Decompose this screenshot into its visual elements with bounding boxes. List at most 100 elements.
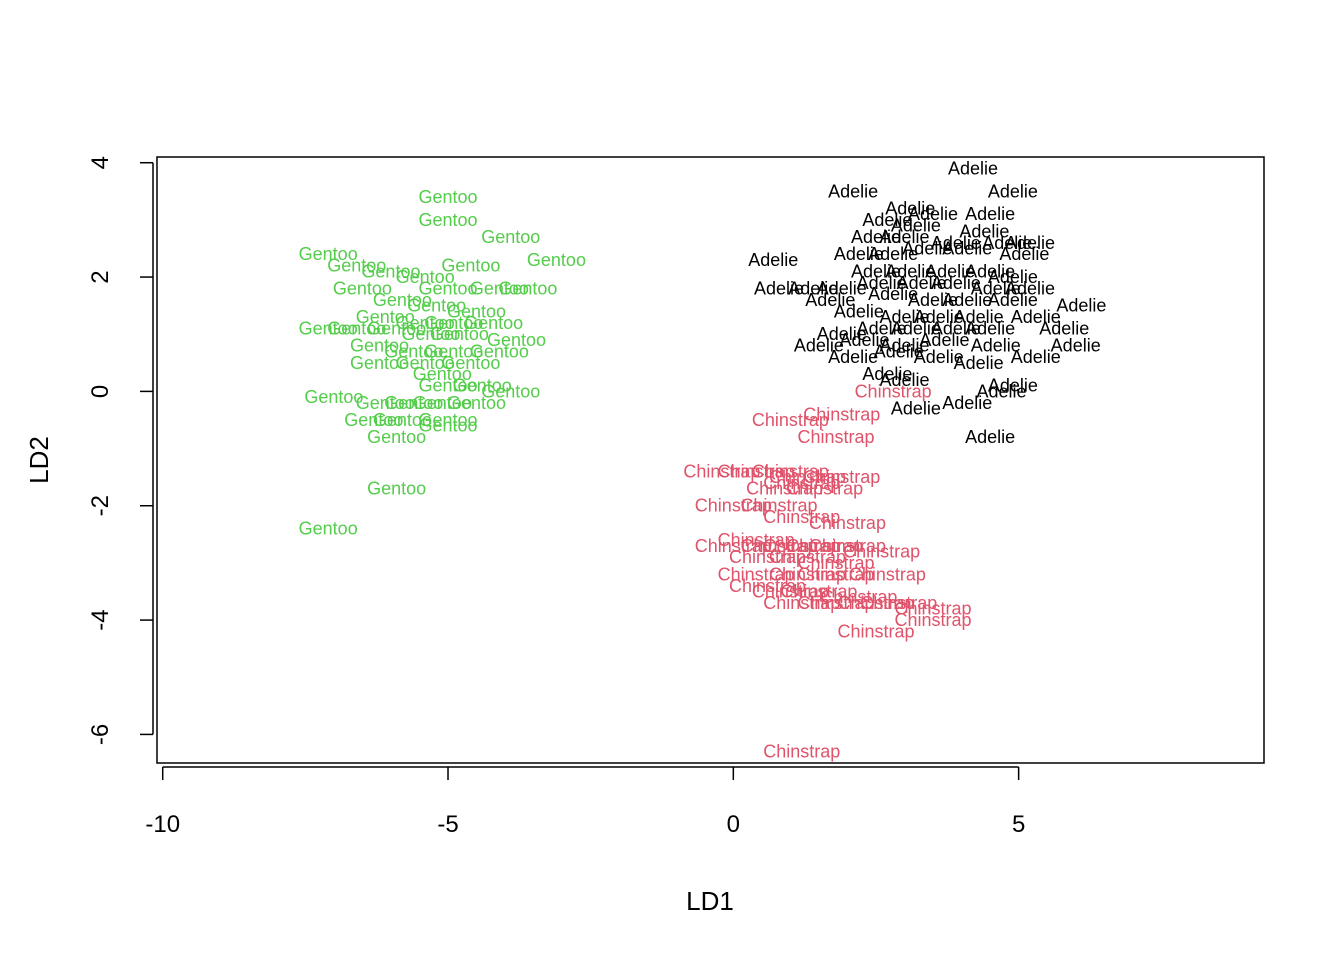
point-label-chinstrap: Chinstrap bbox=[809, 536, 886, 556]
x-axis: -10 -5 0 5 bbox=[145, 766, 1025, 838]
point-label-adelie: Adelie bbox=[914, 307, 964, 327]
point-label-gentoo: Gentoo bbox=[441, 353, 500, 373]
point-label-adelie: Adelie bbox=[908, 290, 958, 310]
y-tick-label: -2 bbox=[87, 495, 114, 516]
point-label-adelie: Adelie bbox=[891, 216, 941, 236]
point-label-adelie: Adelie bbox=[942, 290, 992, 310]
point-label-adelie: Adelie bbox=[868, 284, 918, 304]
point-label-adelie: Adelie bbox=[1056, 296, 1106, 316]
y-axis-title: LD2 bbox=[24, 436, 54, 484]
point-label-gentoo: Gentoo bbox=[418, 376, 477, 396]
point-label-chinstrap: Chinstrap bbox=[798, 564, 875, 584]
point-label-adelie: Adelie bbox=[834, 301, 884, 321]
point-label-adelie: Adelie bbox=[1005, 233, 1055, 253]
point-label-gentoo: Gentoo bbox=[498, 278, 557, 298]
point-label-gentoo: Gentoo bbox=[418, 416, 477, 436]
point-label-adelie: Adelie bbox=[919, 330, 969, 350]
point-label-gentoo: Gentoo bbox=[333, 278, 392, 298]
point-label-adelie: Adelie bbox=[1039, 319, 1089, 339]
point-label-gentoo: Gentoo bbox=[424, 313, 483, 333]
point-label-adelie: Adelie bbox=[891, 399, 941, 419]
point-label-adelie: Adelie bbox=[840, 330, 890, 350]
point-label-chinstrap: Chinstrap bbox=[740, 496, 817, 516]
point-label-gentoo: Gentoo bbox=[413, 393, 472, 413]
point-label-adelie: Adelie bbox=[931, 319, 981, 339]
point-label-chinstrap: Chinstrap bbox=[769, 564, 846, 584]
point-label-adelie: Adelie bbox=[817, 324, 867, 344]
point-label-gentoo: Gentoo bbox=[350, 353, 409, 373]
point-label-adelie: Adelie bbox=[988, 376, 1038, 396]
point-label-adelie: Adelie bbox=[971, 336, 1021, 356]
point-label-adelie: Adelie bbox=[1011, 307, 1061, 327]
point-label-adelie: Adelie bbox=[874, 341, 924, 361]
point-label-chinstrap: Chinstrap bbox=[895, 599, 972, 619]
point-label-gentoo: Gentoo bbox=[350, 336, 409, 356]
point-label-adelie: Adelie bbox=[902, 238, 952, 258]
x-tick-label: 5 bbox=[1012, 811, 1025, 838]
y-tick-label: 2 bbox=[87, 270, 114, 283]
point-label-gentoo: Gentoo bbox=[447, 393, 506, 413]
point-label-adelie: Adelie bbox=[754, 278, 804, 298]
point-label-adelie: Adelie bbox=[828, 181, 878, 201]
point-label-gentoo: Gentoo bbox=[418, 278, 477, 298]
point-label-adelie: Adelie bbox=[748, 250, 798, 270]
point-label-chinstrap: Chinstrap bbox=[798, 427, 875, 447]
point-label-chinstrap: Chinstrap bbox=[798, 553, 875, 573]
point-label-adelie: Adelie bbox=[971, 278, 1021, 298]
point-label-chinstrap: Chinstrap bbox=[718, 461, 795, 481]
point-label-adelie: Adelie bbox=[834, 244, 884, 264]
point-label-gentoo: Gentoo bbox=[384, 393, 443, 413]
point-label-adelie: Adelie bbox=[851, 227, 901, 247]
point-label-gentoo: Gentoo bbox=[418, 187, 477, 207]
x-tick-label: 0 bbox=[727, 811, 740, 838]
point-label-gentoo: Gentoo bbox=[344, 410, 403, 430]
point-label-chinstrap: Chinstrap bbox=[860, 593, 937, 613]
point-label-gentoo: Gentoo bbox=[418, 410, 477, 430]
y-tick-label: 0 bbox=[87, 385, 114, 398]
point-label-chinstrap: Chinstrap bbox=[752, 461, 829, 481]
point-label-chinstrap: Chinstrap bbox=[763, 507, 840, 527]
point-label-gentoo: Gentoo bbox=[396, 267, 455, 287]
point-label-chinstrap: Chinstrap bbox=[837, 622, 914, 642]
point-label-adelie: Adelie bbox=[965, 204, 1015, 224]
plot-frame bbox=[156, 156, 1265, 764]
point-label-chinstrap: Chinstrap bbox=[718, 564, 795, 584]
point-label-chinstrap: Chinstrap bbox=[695, 536, 772, 556]
point-label-adelie: Adelie bbox=[988, 290, 1038, 310]
point-label-adelie: Adelie bbox=[914, 347, 964, 367]
point-label-adelie: Adelie bbox=[879, 307, 929, 327]
point-label-gentoo: Gentoo bbox=[299, 244, 358, 264]
x-axis-title: LD1 bbox=[686, 886, 734, 916]
point-label-chinstrap: Chinstrap bbox=[763, 593, 840, 613]
point-label-gentoo: Gentoo bbox=[373, 290, 432, 310]
point-label-adelie: Adelie bbox=[988, 267, 1038, 287]
point-label-gentoo: Gentoo bbox=[361, 261, 420, 281]
point-label-chinstrap: Chinstrap bbox=[786, 479, 863, 499]
point-label-adelie: Adelie bbox=[982, 233, 1032, 253]
point-label-adelie: Adelie bbox=[942, 238, 992, 258]
point-label-chinstrap: Chinstrap bbox=[729, 576, 806, 596]
point-label-chinstrap: Chinstrap bbox=[809, 513, 886, 533]
point-label-chinstrap: Chinstrap bbox=[843, 541, 920, 561]
y-tick-label: -4 bbox=[87, 609, 114, 630]
point-label-adelie: Adelie bbox=[862, 210, 912, 230]
point-label-adelie: Adelie bbox=[999, 244, 1049, 264]
point-label-gentoo: Gentoo bbox=[430, 324, 489, 344]
point-label-gentoo: Gentoo bbox=[487, 330, 546, 350]
point-label-chinstrap: Chinstrap bbox=[763, 536, 840, 556]
x-tick-label: -10 bbox=[145, 811, 180, 838]
point-label-gentoo: Gentoo bbox=[481, 227, 540, 247]
point-label-chinstrap: Chinstrap bbox=[769, 547, 846, 567]
point-label-gentoo: Gentoo bbox=[396, 313, 455, 333]
point-label-gentoo: Gentoo bbox=[299, 319, 358, 339]
point-label-gentoo: Gentoo bbox=[356, 393, 415, 413]
point-label-chinstrap: Chinstrap bbox=[820, 587, 897, 607]
point-label-chinstrap: Chinstrap bbox=[895, 610, 972, 630]
point-label-adelie: Adelie bbox=[891, 319, 941, 339]
point-label-adelie: Adelie bbox=[931, 233, 981, 253]
point-label-adelie: Adelie bbox=[805, 290, 855, 310]
y-tick-label: 4 bbox=[87, 156, 114, 169]
point-label-adelie: Adelie bbox=[794, 336, 844, 356]
point-label-gentoo: Gentoo bbox=[384, 341, 443, 361]
